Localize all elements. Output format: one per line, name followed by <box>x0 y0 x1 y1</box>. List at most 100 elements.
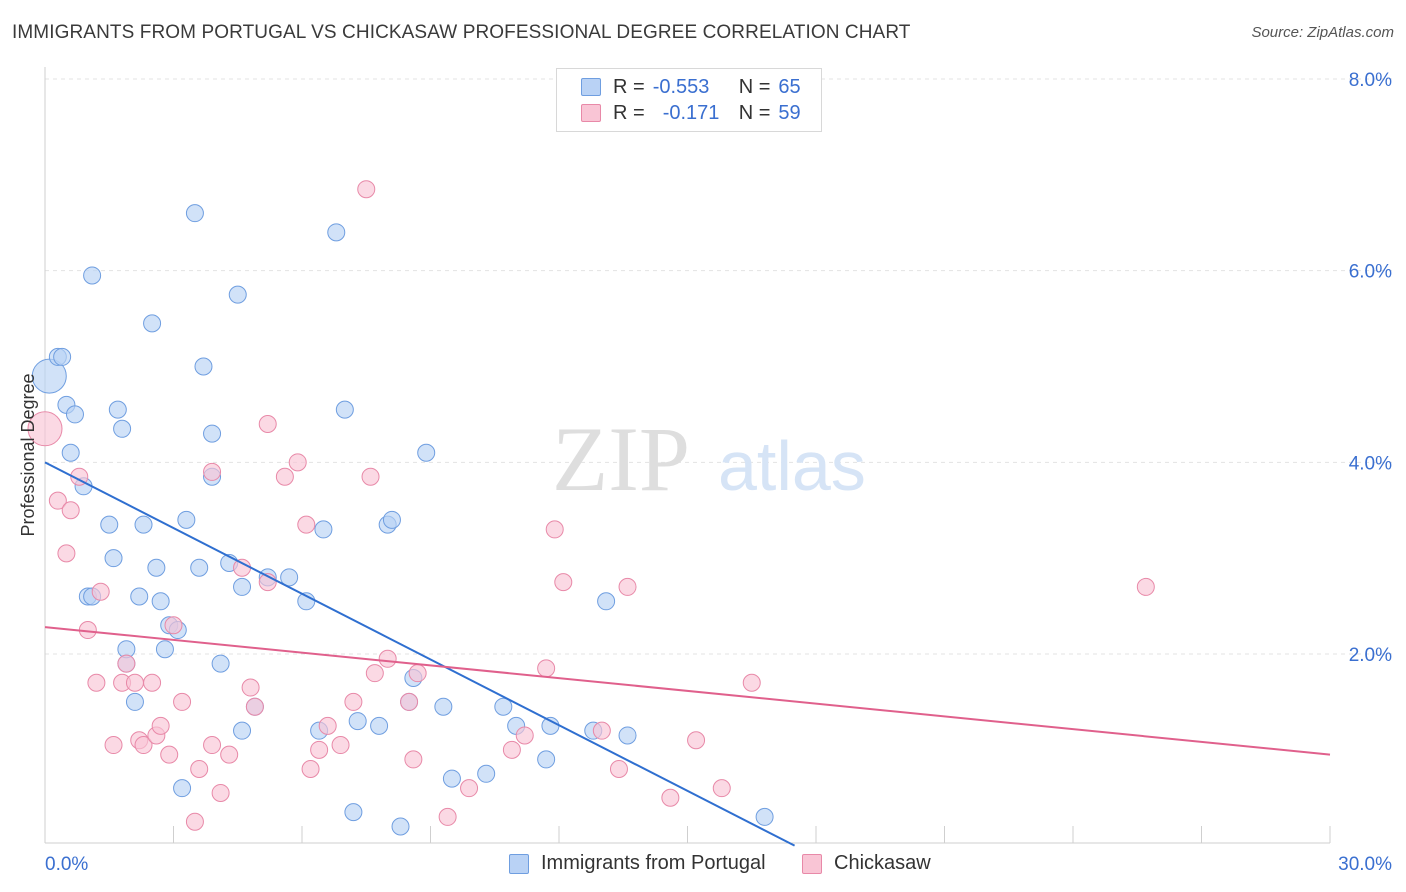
point-portugal <box>417 443 436 462</box>
point-chickasaw <box>203 736 222 755</box>
point-chickasaw <box>87 673 106 692</box>
point-chickasaw <box>117 654 136 673</box>
point-chickasaw <box>185 812 204 831</box>
point-chickasaw <box>592 721 611 740</box>
legend-swatch-chickasaw <box>802 853 822 874</box>
y-tick-label: 6.0% <box>1349 262 1392 283</box>
point-chickasaw <box>233 558 252 577</box>
correlation-legend: R = -0.553 N = 65 R = -0.171 N = 59 <box>556 68 822 132</box>
point-portugal <box>194 357 213 376</box>
point-chickasaw <box>554 573 573 592</box>
axes <box>44 67 1331 844</box>
legend-item-chickasaw: Chickasaw <box>802 852 931 875</box>
point-chickasaw <box>318 716 337 735</box>
point-portugal <box>434 697 453 716</box>
point-portugal <box>348 712 367 731</box>
point-chickasaw <box>61 501 80 520</box>
point-chickasaw <box>408 664 427 683</box>
point-chickasaw <box>545 520 564 539</box>
point-chickasaw <box>400 692 419 711</box>
point-chickasaw <box>203 462 222 481</box>
point-portugal <box>53 347 72 366</box>
point-chickasaw <box>173 692 192 711</box>
y-axis-label: Professional Degree <box>18 373 38 536</box>
point-portugal <box>335 400 354 419</box>
point-chickasaw <box>618 577 637 596</box>
point-portugal <box>382 510 401 529</box>
point-chickasaw <box>164 616 183 635</box>
y-tick-label: 2.0% <box>1349 645 1392 666</box>
point-chickasaw <box>365 664 384 683</box>
point-chickasaw <box>609 760 628 778</box>
point-chickasaw <box>27 411 63 447</box>
chart-title: IMMIGRANTS FROM PORTUGAL VS CHICKASAW PR… <box>12 22 911 43</box>
watermark-zip: ZIP <box>552 408 690 510</box>
legend-n-value: 65 <box>778 75 801 98</box>
point-portugal <box>211 654 230 673</box>
point-portugal <box>108 400 127 419</box>
point-portugal <box>494 697 513 716</box>
point-portugal <box>173 779 192 798</box>
point-chickasaw <box>220 745 239 764</box>
point-chickasaw <box>143 673 162 692</box>
point-portugal <box>755 807 774 826</box>
point-chickasaw <box>742 673 761 692</box>
point-portugal <box>477 764 496 783</box>
point-portugal <box>130 587 149 606</box>
point-chickasaw <box>361 467 380 486</box>
point-chickasaw <box>502 740 521 759</box>
point-chickasaw <box>331 736 350 755</box>
point-portugal <box>233 721 252 740</box>
point-portugal <box>177 510 196 529</box>
point-portugal <box>314 520 333 539</box>
point-chickasaw <box>1136 577 1155 596</box>
trend-lines <box>44 461 1331 847</box>
point-chickasaw <box>134 736 153 755</box>
point-portugal <box>155 640 174 659</box>
point-portugal <box>100 515 119 534</box>
point-chickasaw <box>297 515 316 534</box>
point-chickasaw <box>301 760 320 778</box>
point-chickasaw <box>378 649 397 668</box>
point-portugal <box>280 568 299 587</box>
point-chickasaw <box>275 467 294 486</box>
point-chickasaw <box>515 726 534 745</box>
point-portugal <box>143 314 162 333</box>
point-portugal <box>65 405 84 424</box>
legend-r-value: -0.553 <box>652 75 710 98</box>
legend-r-value: -0.171 <box>662 101 720 124</box>
point-portugal <box>344 803 363 822</box>
legend-item-portugal: Immigrants from Portugal <box>509 852 766 875</box>
point-portugal <box>190 558 209 577</box>
point-chickasaw <box>57 544 76 563</box>
legend-label-portugal: Immigrants from Portugal <box>541 852 766 874</box>
point-chickasaw <box>460 779 479 798</box>
legend-swatch-portugal <box>581 78 601 96</box>
point-portugal <box>370 716 389 735</box>
point-portugal <box>327 223 346 242</box>
y-tick-label: 4.0% <box>1349 453 1392 474</box>
point-chickasaw <box>537 659 556 678</box>
legend-swatch-portugal <box>509 853 529 874</box>
point-chickasaw <box>91 582 110 601</box>
legend-n-label: N = <box>738 101 771 124</box>
data-points <box>27 180 1155 836</box>
point-chickasaw <box>438 807 457 826</box>
grid-lines <box>45 78 1392 655</box>
point-portugal <box>147 558 166 577</box>
point-chickasaw <box>151 716 170 735</box>
point-portugal <box>61 443 80 462</box>
legend-n-label: N = <box>738 75 771 98</box>
tick-labels: 2.0% 4.0% 6.0% 8.0% 0.0% 30.0% <box>45 70 1392 875</box>
point-chickasaw <box>245 697 264 716</box>
point-portugal <box>151 592 170 611</box>
point-chickasaw <box>310 740 329 759</box>
point-portugal <box>597 592 616 611</box>
series-legend: Immigrants from Portugal Chickasaw <box>0 852 1406 878</box>
point-portugal <box>618 726 637 745</box>
x-tick-label: 0.0% <box>45 854 88 875</box>
y-tick-label: 8.0% <box>1349 70 1392 91</box>
point-chickasaw <box>125 673 144 692</box>
legend-row-chickasaw: R = -0.171 N = 59 <box>581 101 801 125</box>
